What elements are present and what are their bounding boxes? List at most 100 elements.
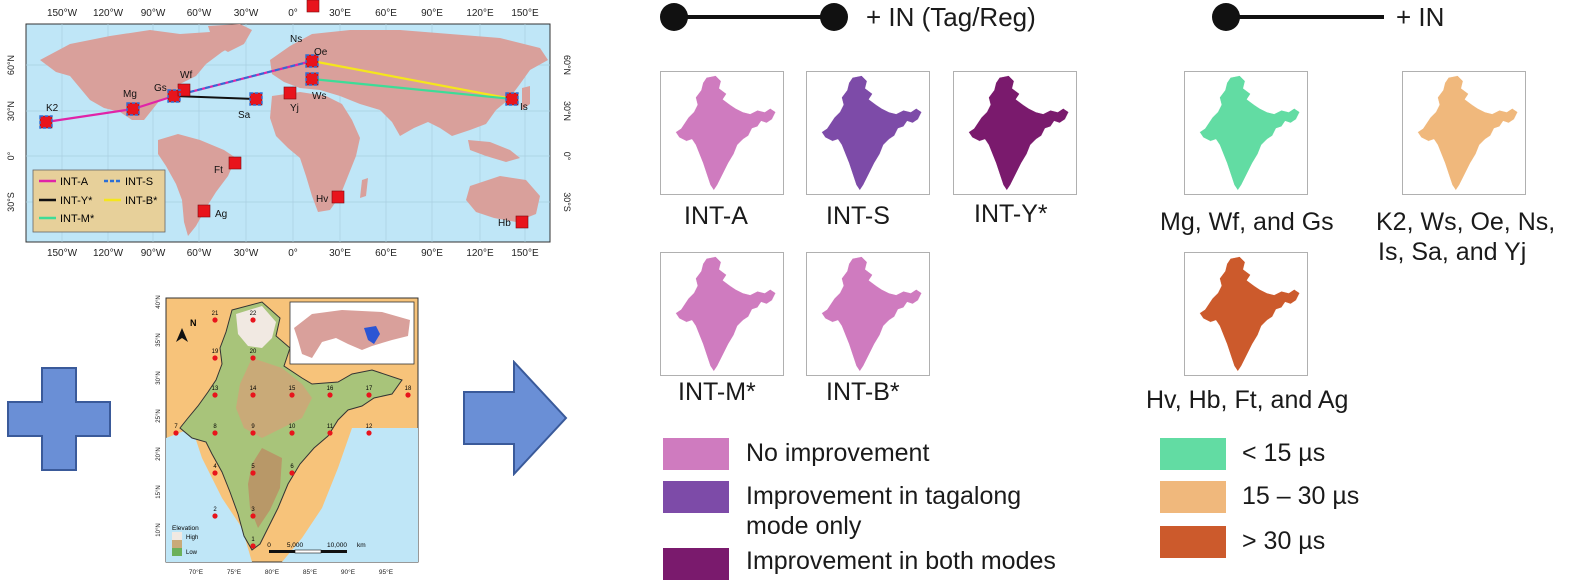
thumbnail-int-b xyxy=(806,252,930,376)
india-lat-tick: 25°N xyxy=(156,409,162,422)
header-right-label: + IN xyxy=(1396,2,1445,32)
station-number: 4 xyxy=(213,464,217,470)
station-number: 1 xyxy=(251,537,255,543)
site-label-gs: Gs xyxy=(154,83,167,94)
lat-tick-right: 30°S xyxy=(562,192,572,212)
world-map: K2 Mg Gs Wf Sa Yj Ns Oe Ws Is Ft Hv Ag H… xyxy=(6,0,572,259)
station-marker xyxy=(250,355,256,361)
plus-icon xyxy=(7,367,111,471)
legend-int-a: INT-A xyxy=(60,176,89,188)
lat-tick-right: 60°N xyxy=(562,55,572,75)
elevation-legend-low: Low xyxy=(186,550,198,556)
lat-tick-right: 0° xyxy=(562,152,572,161)
india-lat-tick: 30°N xyxy=(156,371,162,384)
site-label-hv: Hv xyxy=(316,194,328,205)
legend-gt-30: > 30 µs xyxy=(1242,527,1326,555)
thumbnail-int-m xyxy=(660,252,784,376)
legend-tagalong-line1: Improvement in tagalong xyxy=(746,482,1022,510)
india-elevation-map: N 1 2 3 4 5 6 7 8 9 10 11 12 13 14 15 16 17 18 19 20 21 22 40… xyxy=(152,288,422,578)
india-lat-tick: 35°N xyxy=(156,333,162,346)
station-marker xyxy=(173,430,179,436)
india-lat-tick: 20°N xyxy=(156,447,162,460)
station-marker xyxy=(289,470,295,476)
india-terrain xyxy=(179,301,403,551)
station-number: 17 xyxy=(366,386,373,392)
station-marker xyxy=(289,430,295,436)
lon-tick-top: 150°W xyxy=(47,8,78,19)
station-marker xyxy=(327,392,333,398)
north-label: N xyxy=(190,318,197,328)
station-marker xyxy=(250,470,256,476)
lon-tick-top: 120°W xyxy=(93,8,124,19)
station-number: 10 xyxy=(289,424,296,430)
station-number: 16 xyxy=(327,386,334,392)
thumbnail-mg-wf-gs xyxy=(1184,71,1308,195)
southeast-asia xyxy=(468,140,520,162)
lon-tick-top: 30°E xyxy=(329,8,351,19)
label-hv-hb-ft-ag: Hv, Hb, Ft, and Ag xyxy=(1146,386,1349,414)
india-lat-tick: 10°N xyxy=(156,523,162,536)
station-number: 20 xyxy=(250,349,257,355)
elevation-legend-high: High xyxy=(186,535,198,541)
label-int-b: INT-B* xyxy=(826,378,900,406)
station-marker xyxy=(250,317,256,323)
station-number: 21 xyxy=(212,311,219,317)
station-number: 12 xyxy=(366,424,373,430)
legend-int-y: INT-Y* xyxy=(60,195,93,207)
station-number: 7 xyxy=(174,424,178,430)
label-int-m: INT-M* xyxy=(678,378,756,406)
thumbnail-k2-group xyxy=(1402,71,1526,195)
site-label-hb: Hb xyxy=(498,218,511,229)
elevation-legend-title: Elevation xyxy=(172,525,199,532)
station-marker xyxy=(289,392,295,398)
station-marker xyxy=(212,470,218,476)
station-marker xyxy=(250,392,256,398)
scale-10000: 10,000 xyxy=(327,542,347,549)
site-label-ns: Ns xyxy=(290,34,302,45)
india-lon-tick: 90°E xyxy=(341,568,356,576)
lon-tick-top: 90°E xyxy=(421,8,443,19)
lat-tick-left: 60°N xyxy=(6,55,16,75)
station-number: 18 xyxy=(405,386,412,392)
station-number: 8 xyxy=(213,424,217,430)
station-number: 5 xyxy=(251,464,255,470)
site-label-ag: Ag xyxy=(215,209,227,220)
station-number: 9 xyxy=(251,424,255,430)
station-number: 6 xyxy=(290,464,294,470)
legend-lt-15: < 15 µs xyxy=(1242,439,1326,467)
lon-tick-bottom: 30°W xyxy=(234,248,259,259)
lat-tick-left: 30°S xyxy=(6,192,16,212)
lon-tick-bottom: 90°E xyxy=(421,248,443,259)
station-marker xyxy=(212,317,218,323)
scale-5000: 5,000 xyxy=(287,542,304,549)
arrow-right-icon xyxy=(463,360,568,476)
legend-tagalong-line2: mode only xyxy=(746,512,862,540)
label-k2-group-line1: K2, Ws, Oe, Ns, xyxy=(1376,208,1556,236)
label-mg-wf-gs: Mg, Wf, and Gs xyxy=(1160,208,1334,236)
legend-int-s: INT-S xyxy=(125,176,153,188)
lon-tick-bottom: 120°E xyxy=(466,248,494,259)
japan xyxy=(522,86,530,110)
india-lon-tick: 75°E xyxy=(227,568,242,576)
lon-tick-bottom: 30°E xyxy=(329,248,351,259)
site-label-k2: K2 xyxy=(46,103,59,114)
legend-15-30: 15 – 30 µs xyxy=(1242,482,1360,510)
station-number: 22 xyxy=(250,311,257,317)
connector-two-dot-icon xyxy=(660,3,848,31)
station-marker xyxy=(212,513,218,519)
south-america xyxy=(158,134,236,236)
lon-tick-top: 30°W xyxy=(234,8,259,19)
site-label-wf: Wf xyxy=(180,70,192,81)
lon-tick-bottom: 60°E xyxy=(375,248,397,259)
station-number: 11 xyxy=(327,424,334,430)
site-label-mg: Mg xyxy=(123,89,137,100)
lon-tick-bottom: 150°E xyxy=(511,248,539,259)
station-marker xyxy=(250,543,256,549)
thumbnail-int-y xyxy=(953,71,1077,195)
lon-tick-bottom: 120°W xyxy=(93,248,124,259)
madagascar xyxy=(360,178,368,198)
india-lon-tick: 85°E xyxy=(303,568,318,576)
swatch-gt-30 xyxy=(1160,526,1226,558)
site-label-sa: Sa xyxy=(238,110,251,121)
station-number: 3 xyxy=(251,507,255,513)
